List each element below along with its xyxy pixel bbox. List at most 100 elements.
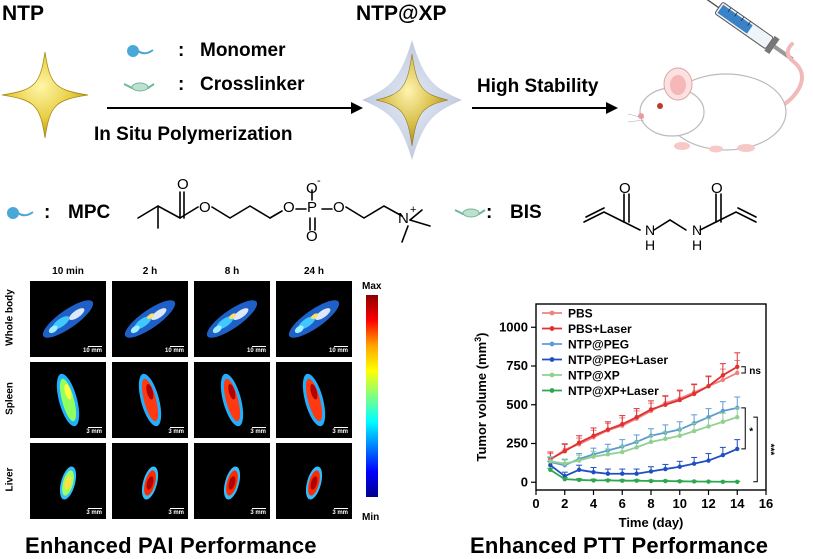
x-tick-label: 2 [561, 496, 568, 511]
data-point [634, 414, 639, 420]
data-point [620, 449, 625, 455]
data-point [706, 383, 711, 389]
chem-o-p-left: O [283, 199, 295, 216]
data-point [720, 408, 726, 414]
scale-bar-label: 10 mm [83, 345, 102, 354]
data-point [677, 433, 682, 438]
data-point [663, 436, 668, 442]
mpc-structure [137, 189, 431, 243]
y-axis-label: Tumor volume (mm3) [473, 332, 489, 461]
y-tick-label: 500 [506, 397, 528, 412]
y-tick-label: 750 [506, 358, 528, 373]
legend-marker [549, 341, 555, 347]
chem-o-bis-left: O [619, 180, 631, 197]
x-tick-label: 16 [759, 496, 773, 511]
ntp-xp-particle-icon [362, 40, 462, 160]
scale-bar-label: 10 mm [165, 345, 184, 354]
significance-bracket [741, 407, 746, 450]
data-point [548, 463, 553, 468]
ntp-label: NTP [2, 2, 44, 25]
pai-col-8h: 8 h [224, 266, 240, 277]
pai-row-liver: Liver [4, 467, 16, 492]
data-point [591, 454, 596, 459]
data-point [605, 478, 611, 483]
data-point [648, 469, 654, 474]
data-point [648, 407, 654, 412]
pai-tile-whole-body-0: 10 mm [30, 281, 106, 357]
chem-o-carbonyl: O [177, 176, 189, 193]
significance-star: * [749, 426, 753, 437]
data-point [605, 452, 611, 457]
data-point [735, 414, 740, 420]
series-line [549, 448, 738, 478]
data-point [620, 421, 625, 427]
monomer-label: Monomer [200, 40, 286, 61]
data-point [576, 458, 582, 463]
pai-col-2h: 2 h [142, 266, 158, 277]
data-point [548, 467, 553, 473]
crosslinker-icon [454, 208, 486, 218]
data-point [562, 461, 567, 466]
pai-row-whole-body: Whole body [4, 289, 16, 346]
legend-label: NTP@PEG [568, 338, 629, 352]
legend-label: PBS [568, 307, 593, 321]
significance-ns: ns [749, 366, 761, 377]
scale-bar-label: 10 mm [329, 345, 348, 354]
x-axis-label: Time (day) [619, 515, 684, 530]
significance-bracket [753, 416, 758, 483]
data-point [576, 467, 582, 473]
scale-bar-label: 3 mm [86, 507, 102, 516]
chem-h-left: H [645, 237, 656, 253]
chem-n-right: N [692, 222, 703, 238]
data-point [648, 478, 654, 484]
crosslinker-label: Crosslinker [200, 74, 305, 95]
data-point [576, 477, 582, 483]
data-point [634, 471, 639, 476]
x-tick-label: 6 [619, 496, 626, 511]
chem-n-left: N [645, 222, 656, 238]
data-point [562, 449, 567, 454]
x-tick-label: 4 [590, 496, 598, 511]
pai-col-10min: 10 min [52, 266, 84, 277]
data-point [720, 419, 726, 424]
crosslinker-colon: : [178, 74, 185, 95]
chem-plus-sign: + [410, 204, 417, 216]
legend-label: NTP@XP [568, 369, 620, 383]
legend-marker [549, 388, 555, 393]
polymerization-arrow [107, 102, 363, 114]
chem-h-right: H [692, 237, 703, 253]
process-label: In Situ Polymerization [94, 124, 293, 145]
data-point [548, 459, 553, 464]
data-point [735, 370, 740, 376]
data-point [648, 439, 654, 445]
pai-row-spleen: Spleen [4, 382, 16, 415]
x-tick-label: 14 [730, 496, 745, 511]
data-point [735, 364, 740, 369]
data-point [691, 479, 697, 484]
data-point [605, 471, 611, 476]
ntp-xp-label: NTP@XP [356, 2, 447, 25]
data-point [706, 424, 711, 429]
data-point [706, 458, 711, 463]
stability-arrow [472, 102, 618, 114]
scale-bar-label: 3 mm [332, 507, 348, 516]
legend-label: PBS+Laser [568, 322, 632, 336]
data-point [576, 440, 582, 445]
bis-structure [583, 193, 757, 231]
scale-bar-label: 3 mm [332, 426, 348, 435]
pai-tile-whole-body-3: 10 mm [276, 281, 352, 357]
mpc-label: MPC [68, 202, 111, 223]
data-point [591, 433, 596, 438]
bis-colon: : [486, 202, 493, 223]
ptt-chart: 0 2 4 6 8 10 12 14 16 0 250 500 750 1000 Time (day) Tum… [473, 303, 775, 530]
data-point [620, 478, 625, 483]
chem-o-minus: O [306, 180, 318, 197]
data-point [562, 476, 567, 482]
x-tick-label: 10 [673, 496, 687, 511]
y-tick-label: 1000 [499, 319, 528, 334]
data-point [591, 478, 596, 483]
mouse-syringe-icon [627, 0, 804, 153]
series-line [549, 366, 738, 460]
scale-bar-label: 3 mm [168, 426, 184, 435]
data-point [677, 397, 682, 403]
